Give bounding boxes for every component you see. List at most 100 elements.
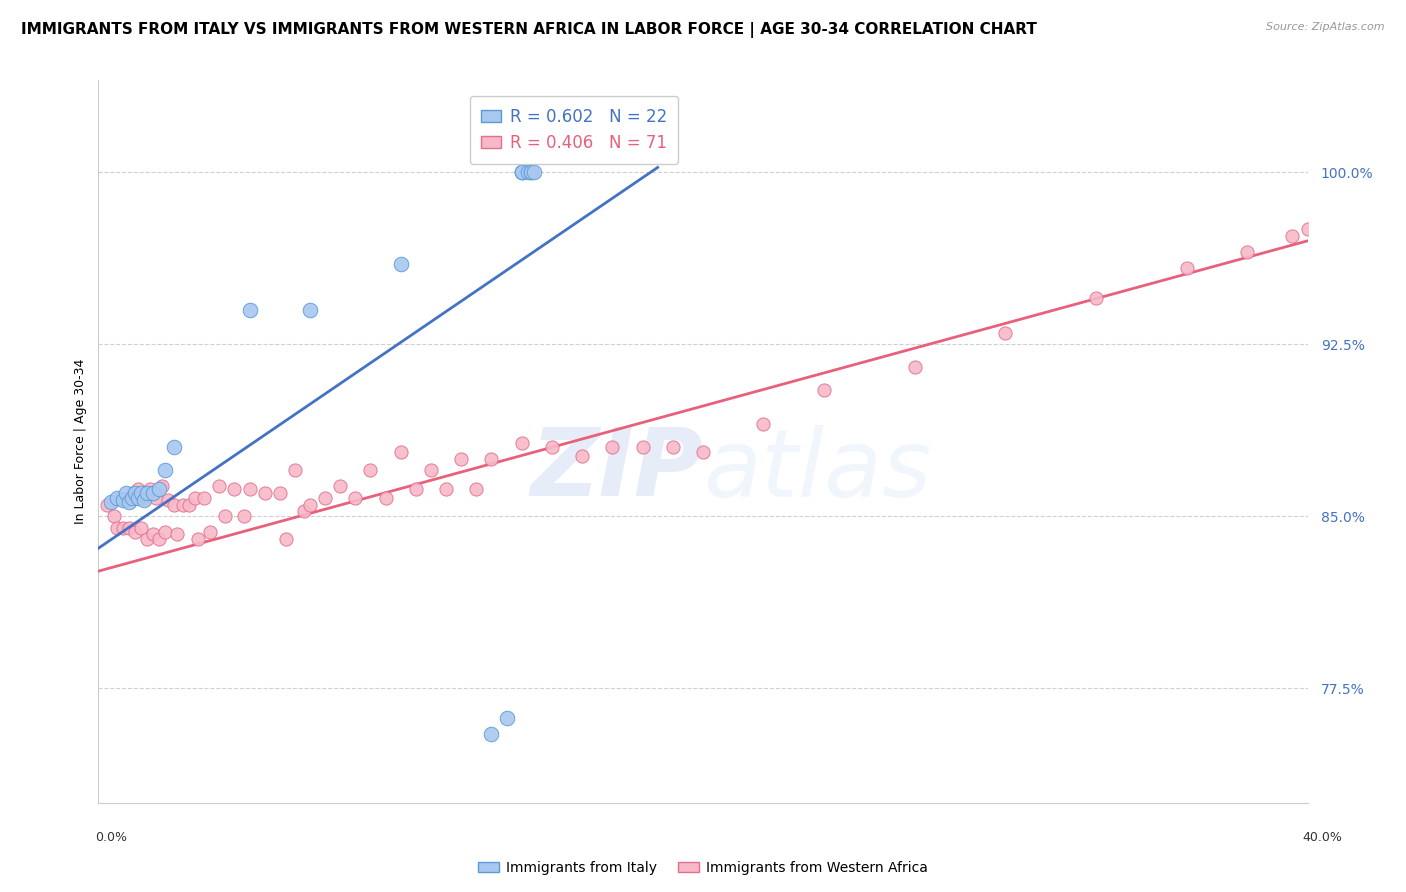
Text: atlas: atlas <box>703 425 931 516</box>
Text: ZIP: ZIP <box>530 425 703 516</box>
Point <box>344 491 367 505</box>
Point <box>813 383 835 397</box>
Point <box>184 491 207 505</box>
Point <box>692 445 714 459</box>
Point <box>1296 222 1319 236</box>
Point <box>156 493 179 508</box>
Point <box>121 486 143 500</box>
Point <box>111 520 134 534</box>
Point <box>224 482 246 496</box>
Point <box>994 326 1017 340</box>
Point <box>510 165 533 179</box>
Point <box>129 486 152 500</box>
Point <box>1175 261 1198 276</box>
Point <box>172 498 194 512</box>
Point <box>1281 229 1303 244</box>
Point <box>284 463 307 477</box>
Y-axis label: In Labor Force | Age 30-34: In Labor Force | Age 30-34 <box>75 359 87 524</box>
Point <box>148 532 170 546</box>
Point <box>150 479 173 493</box>
Text: Source: ZipAtlas.com: Source: ZipAtlas.com <box>1267 22 1385 32</box>
Point <box>602 440 624 454</box>
Point <box>253 486 276 500</box>
Point <box>145 491 167 505</box>
Point <box>360 463 382 477</box>
Point <box>124 525 146 540</box>
Point <box>239 482 262 496</box>
Point <box>214 509 236 524</box>
Point <box>108 491 131 505</box>
Point <box>1236 245 1258 260</box>
Point <box>752 417 775 432</box>
Point <box>118 495 141 509</box>
Point <box>105 491 128 505</box>
Point <box>299 498 322 512</box>
Point <box>481 727 503 741</box>
Point <box>200 525 222 540</box>
Point <box>450 451 472 466</box>
Point <box>631 440 654 454</box>
Point <box>179 498 201 512</box>
Point <box>127 491 149 505</box>
Point <box>420 463 443 477</box>
Point <box>129 520 152 534</box>
Point <box>135 532 157 546</box>
Point <box>166 527 188 541</box>
Point <box>389 445 412 459</box>
Point <box>405 482 427 496</box>
Point <box>96 498 118 512</box>
Point <box>389 257 412 271</box>
Point <box>510 435 533 450</box>
Point <box>571 450 593 464</box>
Point <box>232 509 254 524</box>
Point <box>495 711 517 725</box>
Point <box>329 479 352 493</box>
Point <box>510 165 533 179</box>
Point <box>481 451 503 466</box>
Point <box>208 479 231 493</box>
Point <box>114 486 136 500</box>
Point <box>523 165 546 179</box>
Point <box>187 532 209 546</box>
Point <box>193 491 215 505</box>
Point <box>153 463 176 477</box>
Text: 40.0%: 40.0% <box>1303 831 1343 845</box>
Point <box>132 491 155 505</box>
Point <box>132 493 155 508</box>
Point <box>274 532 297 546</box>
Point <box>127 482 149 496</box>
Point <box>299 302 322 317</box>
Point <box>142 527 165 541</box>
Point <box>111 493 134 508</box>
Point <box>540 440 562 454</box>
Point <box>148 482 170 496</box>
Legend: R = 0.602   N = 22, R = 0.406   N = 71: R = 0.602 N = 22, R = 0.406 N = 71 <box>470 95 679 163</box>
Point <box>163 498 186 512</box>
Point <box>124 486 146 500</box>
Point <box>374 491 396 505</box>
Point <box>142 486 165 500</box>
Point <box>239 302 262 317</box>
Text: 0.0%: 0.0% <box>96 831 128 845</box>
Point <box>153 525 176 540</box>
Point <box>135 486 157 500</box>
Point <box>121 491 143 505</box>
Point <box>519 165 541 179</box>
Point <box>118 520 141 534</box>
Point <box>105 520 128 534</box>
Point <box>314 491 336 505</box>
Point <box>465 482 488 496</box>
Text: IMMIGRANTS FROM ITALY VS IMMIGRANTS FROM WESTERN AFRICA IN LABOR FORCE | AGE 30-: IMMIGRANTS FROM ITALY VS IMMIGRANTS FROM… <box>21 22 1038 38</box>
Point <box>510 165 533 179</box>
Point <box>114 493 136 508</box>
Point <box>661 440 683 454</box>
Point <box>269 486 291 500</box>
Point <box>519 165 541 179</box>
Point <box>139 482 162 496</box>
Point <box>904 359 927 374</box>
Point <box>434 482 457 496</box>
Legend: Immigrants from Italy, Immigrants from Western Africa: Immigrants from Italy, Immigrants from W… <box>472 855 934 880</box>
Point <box>1085 291 1108 305</box>
Point <box>163 440 186 454</box>
Point <box>100 495 122 509</box>
